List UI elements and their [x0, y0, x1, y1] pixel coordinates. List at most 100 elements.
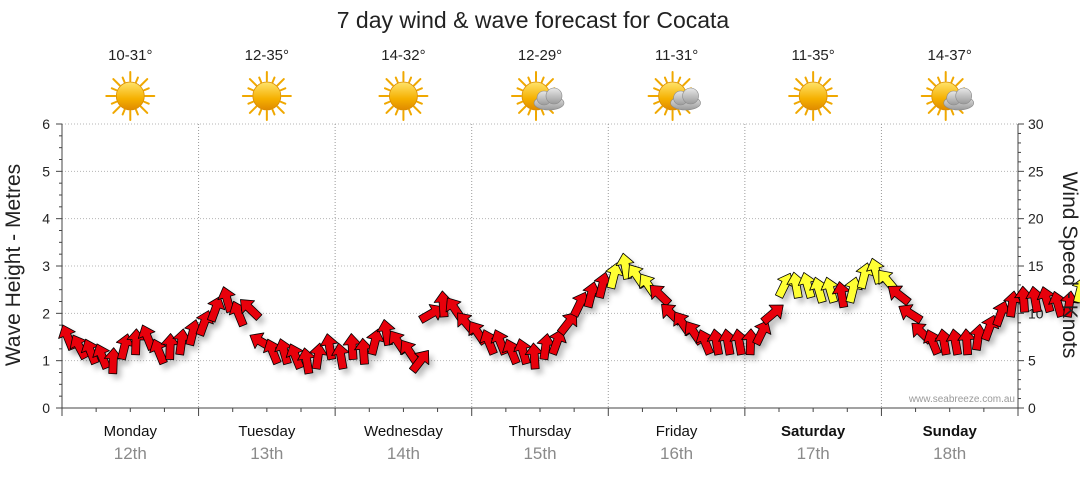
wind-arrow	[207, 295, 226, 323]
sun-ray	[677, 108, 682, 116]
sun-ray	[822, 105, 832, 114]
sun-ray	[385, 78, 394, 87]
sun-ray	[139, 78, 149, 87]
wind-arrow	[418, 304, 444, 324]
sun-ray	[143, 100, 150, 105]
sun-ray	[654, 105, 663, 114]
sun-ray	[793, 87, 801, 92]
chart-title: 7 day wind & wave forecast for Cocata	[337, 7, 730, 33]
sun-ray	[258, 76, 263, 84]
watermark: www.seabreeze.com.au	[908, 394, 1015, 405]
wind-arrow	[548, 329, 567, 356]
cloud-shape	[670, 87, 701, 111]
left-tick-label: 5	[42, 163, 50, 179]
sun-ray	[653, 87, 660, 92]
sun-ray	[413, 105, 422, 114]
sun-ray	[826, 87, 833, 92]
day-date-label: 17th	[797, 444, 830, 463]
cloud-shape	[943, 87, 975, 111]
left-tick-label: 1	[42, 353, 50, 369]
wind-arrow	[887, 285, 912, 306]
day-name-label: Friday	[656, 423, 698, 440]
wind-arrow	[752, 320, 772, 347]
sun-icon	[241, 71, 292, 121]
sun-ray	[110, 87, 118, 92]
day-name-label: Tuesday	[238, 423, 295, 440]
sun-ray	[677, 76, 682, 84]
right-tick-label: 30	[1028, 116, 1044, 132]
sun-ray	[927, 78, 937, 87]
sun-ray	[394, 76, 399, 84]
sun-ray	[110, 100, 118, 105]
sun-ray	[276, 78, 285, 87]
day-name-label: Monday	[104, 423, 158, 440]
sun-ray	[258, 108, 263, 116]
sun-ray	[413, 78, 422, 87]
day-temp-label: 12-35°	[245, 47, 289, 64]
sun-icon	[788, 71, 839, 121]
sun-cloud-icon	[920, 71, 975, 121]
sun-ray	[817, 76, 822, 84]
sun-ray	[383, 87, 391, 92]
sun-ray	[795, 105, 804, 114]
wind-arrow	[898, 304, 924, 325]
sun-ray	[682, 78, 691, 87]
wind-arrow	[1071, 276, 1080, 304]
day-name-label: Thursday	[509, 423, 572, 440]
sun-cloud-icon	[647, 71, 701, 121]
day-name-label: Saturday	[781, 423, 846, 440]
sun-ray	[654, 78, 663, 87]
cloud-puff	[955, 87, 973, 105]
wind-arrow	[309, 342, 328, 370]
sun-ray	[394, 108, 399, 116]
sun-ray	[663, 76, 668, 84]
sun-ray	[383, 100, 391, 105]
sun-ray	[540, 76, 545, 84]
sun-ray	[139, 105, 149, 114]
ylabel-right: Wind Speed - Knots	[1058, 172, 1080, 359]
sun-ray	[793, 100, 801, 105]
wind-arrows	[58, 252, 1080, 375]
sun-ray	[822, 78, 832, 87]
sun-ray	[279, 100, 287, 105]
wind-arrow	[760, 304, 784, 326]
sun-ray	[271, 76, 276, 84]
sun-ray	[937, 108, 941, 116]
right-tick-label: 5	[1028, 353, 1036, 369]
sun-ray	[804, 76, 809, 84]
left-tick-label: 0	[42, 400, 50, 416]
sun-ray	[121, 108, 126, 116]
sun-ray	[247, 100, 254, 105]
sun-ray	[950, 108, 955, 116]
sun-ray	[518, 78, 527, 87]
right-tick-label: 20	[1028, 211, 1044, 227]
wind-arrow	[649, 284, 673, 307]
wind-arrow	[92, 343, 111, 370]
sun-ray	[248, 78, 258, 87]
cloud-puff	[545, 87, 563, 105]
wind-arrow	[149, 338, 168, 366]
day-date-label: 14th	[387, 444, 420, 463]
sun-disc	[115, 81, 145, 111]
sun-ray	[804, 108, 809, 116]
sun-ray	[653, 100, 660, 105]
sun-ray	[937, 76, 941, 84]
sun-ray	[135, 108, 139, 116]
sun-disc	[798, 81, 828, 111]
sun-ray	[416, 87, 423, 92]
day-temp-label: 11-35°	[792, 47, 835, 64]
sun-ray	[926, 87, 933, 92]
sun-ray	[927, 105, 937, 114]
sun-ray	[545, 78, 554, 87]
sun-ray	[385, 105, 394, 114]
sun-ray	[112, 78, 121, 87]
left-tick-label: 4	[42, 211, 50, 227]
sun-ray	[408, 76, 413, 84]
sun-icon	[378, 71, 429, 121]
day-name-label: Wednesday	[364, 423, 443, 440]
weather-row: 10-31° 12-35° 14-32° 12-29° 11-31° 11-35° 14-3…	[105, 47, 975, 121]
sun-ray	[135, 76, 139, 84]
wind-arrow	[556, 312, 578, 336]
